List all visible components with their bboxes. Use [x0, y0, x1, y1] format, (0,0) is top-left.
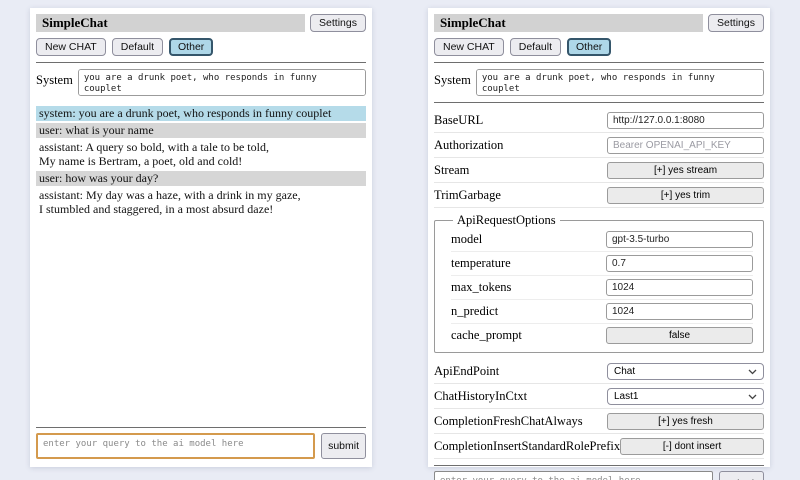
system-prompt-input[interactable]: you are a drunk poet, who responds in fu… [77, 69, 366, 96]
setting-row-completion-fresh-chat: CompletionFreshChatAlways [+] yes fresh [434, 409, 764, 434]
submit-button[interactable]: submit [321, 433, 366, 459]
settings-button[interactable]: Settings [708, 14, 764, 32]
model-input[interactable] [606, 231, 753, 248]
setting-label: CompletionFreshChatAlways [434, 414, 583, 428]
setting-row-max-tokens: max_tokens [451, 276, 753, 300]
cache-prompt-toggle-button[interactable]: false [606, 327, 753, 344]
system-label: System [36, 73, 73, 87]
setting-label: n_predict [451, 304, 499, 318]
divider [434, 62, 764, 63]
chat-message-system: system: you are a drunk poet, who respon… [36, 106, 366, 121]
chat-message-user: user: what is your name [36, 123, 366, 138]
session-tab-default[interactable]: Default [111, 38, 164, 56]
session-tab-other[interactable]: Other [169, 38, 214, 56]
trimgarbage-toggle-button[interactable]: [+] yes trim [607, 187, 764, 204]
authorization-input[interactable] [607, 137, 764, 154]
query-row: submit [36, 433, 366, 459]
baseurl-input[interactable] [607, 112, 764, 129]
query-input[interactable] [434, 471, 714, 480]
query-input[interactable] [36, 433, 316, 459]
setting-label: model [451, 232, 483, 246]
divider [434, 465, 764, 466]
setting-row-completion-insert-role-prefix: CompletionInsertStandardRolePrefix [-] d… [434, 434, 764, 459]
chat-panel: SimpleChat Settings New CHAT Default Oth… [30, 8, 372, 467]
app-title: SimpleChat [36, 14, 306, 32]
submit-button[interactable]: submit [719, 471, 764, 480]
setting-row-trimgarbage: TrimGarbage [+] yes trim [434, 183, 764, 208]
setting-row-n-predict: n_predict [451, 300, 753, 324]
chat-history-in-ctxt-select[interactable]: Last1 [607, 388, 764, 405]
setting-row-stream: Stream [+] yes stream [434, 158, 764, 183]
max-tokens-input[interactable] [606, 279, 753, 296]
settings-button[interactable]: Settings [310, 14, 366, 32]
session-tab-default[interactable]: Default [509, 38, 562, 56]
system-prompt-row: System you are a drunk poet, who respond… [36, 69, 366, 96]
system-prompt-input[interactable]: you are a drunk poet, who responds in fu… [475, 69, 764, 96]
setting-row-chathistoryinctxt: ChatHistoryInCtxt Last1 [434, 384, 764, 409]
chevron-down-icon [748, 394, 757, 400]
stream-toggle-button[interactable]: [+] yes stream [607, 162, 764, 179]
selected-option: Chat [614, 366, 636, 377]
setting-row-apiendpoint: ApiEndPoint Chat [434, 359, 764, 384]
chat-message-assistant: assistant: A query so bold, with a tale … [39, 140, 269, 168]
divider [36, 427, 366, 428]
api-endpoint-select[interactable]: Chat [607, 363, 764, 380]
chat-log-empty-space [36, 219, 366, 421]
setting-label: CompletionInsertStandardRolePrefix [434, 439, 621, 453]
completion-insert-role-prefix-toggle-button[interactable]: [-] dont insert [620, 438, 764, 455]
setting-row-baseurl: BaseURL [434, 108, 764, 133]
title-row: SimpleChat Settings [434, 14, 764, 32]
chat-message-assistant: assistant: My day was a haze, with a dri… [39, 188, 301, 216]
setting-label: Authorization [434, 138, 504, 152]
new-chat-button[interactable]: New CHAT [434, 38, 504, 56]
selected-option: Last1 [614, 391, 639, 402]
setting-label: TrimGarbage [434, 188, 501, 202]
n-predict-input[interactable] [606, 303, 753, 320]
chat-log: system: you are a drunk poet, who respon… [36, 106, 366, 219]
system-prompt-row: System you are a drunk poet, who respond… [434, 69, 764, 96]
setting-label: ApiEndPoint [434, 364, 500, 378]
setting-label: Stream [434, 163, 470, 177]
new-chat-button[interactable]: New CHAT [36, 38, 106, 56]
query-row: submit [434, 471, 764, 480]
setting-label: max_tokens [451, 280, 512, 294]
app-title: SimpleChat [434, 14, 704, 32]
system-label: System [434, 73, 471, 87]
fieldset-legend: ApiRequestOptions [457, 213, 556, 227]
completion-fresh-chat-toggle-button[interactable]: [+] yes fresh [607, 413, 764, 430]
session-tabs: New CHAT Default Other [36, 38, 366, 56]
divider [434, 102, 764, 103]
setting-label: BaseURL [434, 113, 484, 127]
setting-label: ChatHistoryInCtxt [434, 389, 528, 403]
divider [36, 62, 366, 63]
temperature-input[interactable] [606, 255, 753, 272]
session-tabs: New CHAT Default Other [434, 38, 764, 56]
page: SimpleChat Settings New CHAT Default Oth… [30, 8, 770, 480]
api-request-options-fieldset: ApiRequestOptions model temperature max_… [434, 213, 764, 353]
title-row: SimpleChat Settings [36, 14, 366, 32]
setting-row-model: model [451, 228, 753, 252]
setting-label: cache_prompt [451, 328, 522, 342]
setting-label: temperature [451, 256, 511, 270]
setting-row-cache-prompt: cache_prompt false [451, 324, 753, 347]
chat-message-user: user: how was your day? [36, 171, 366, 186]
chevron-down-icon [748, 369, 757, 375]
session-tab-other[interactable]: Other [567, 38, 612, 56]
settings-panel: SimpleChat Settings New CHAT Default Oth… [428, 8, 770, 480]
setting-row-temperature: temperature [451, 252, 753, 276]
setting-row-authorization: Authorization [434, 133, 764, 158]
